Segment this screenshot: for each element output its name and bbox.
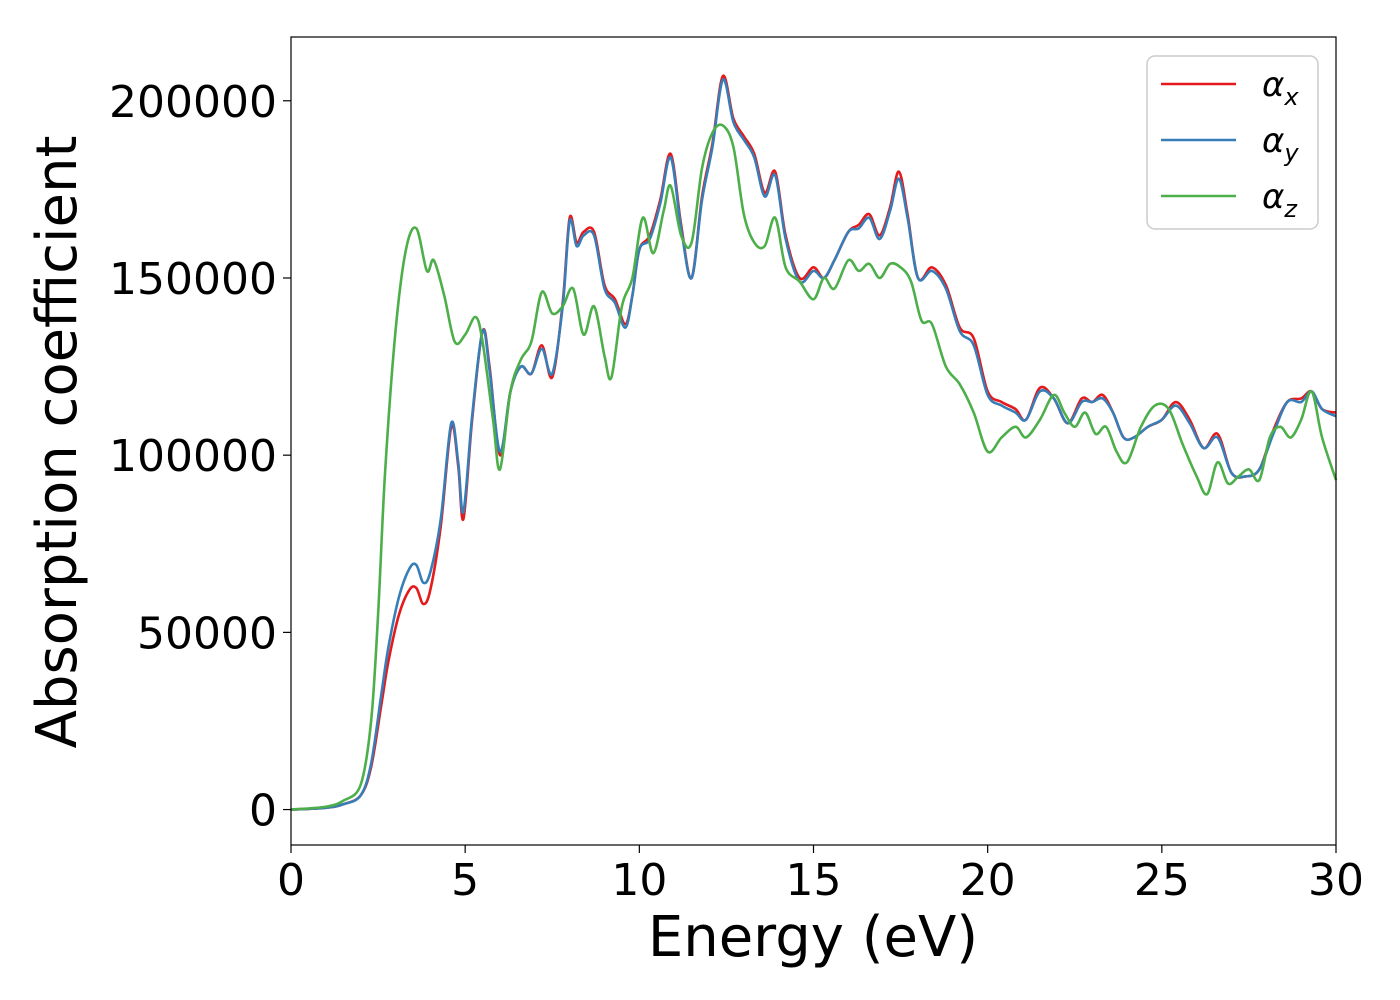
x-tick-label: 10 [611, 855, 667, 906]
y-tick-label: 200000 [109, 77, 277, 128]
legend-label-x: αx [1262, 65, 1299, 111]
y-tick-label: 100000 [109, 431, 277, 482]
series-line-z [290, 123, 1338, 811]
x-tick-label: 30 [1308, 855, 1364, 906]
y-axis-ticks: 0 50000 100000 150000 200000 [109, 77, 291, 837]
y-tick-label: 150000 [109, 254, 277, 305]
legend-label-y: αy [1262, 121, 1299, 167]
x-tick-label: 15 [786, 855, 842, 906]
legend-box [1146, 55, 1319, 230]
y-tick-label: 50000 [137, 608, 277, 659]
x-axis-ticks: 0 5 10 15 20 25 30 [277, 845, 1364, 906]
y-tick-label: 0 [249, 786, 277, 837]
x-tick-label: 0 [277, 855, 305, 906]
series-lines [290, 74, 1338, 811]
x-tick-label: 20 [960, 855, 1016, 906]
legend-label-z: αz [1262, 177, 1298, 223]
x-tick-label: 25 [1134, 855, 1190, 906]
y-axis-title: Absorption coefficient [25, 136, 90, 749]
x-axis-title: Energy (eV) [648, 905, 978, 970]
series-line-y [290, 78, 1337, 811]
x-tick-label: 5 [451, 855, 479, 906]
legend: αx αy αz [1146, 55, 1319, 230]
